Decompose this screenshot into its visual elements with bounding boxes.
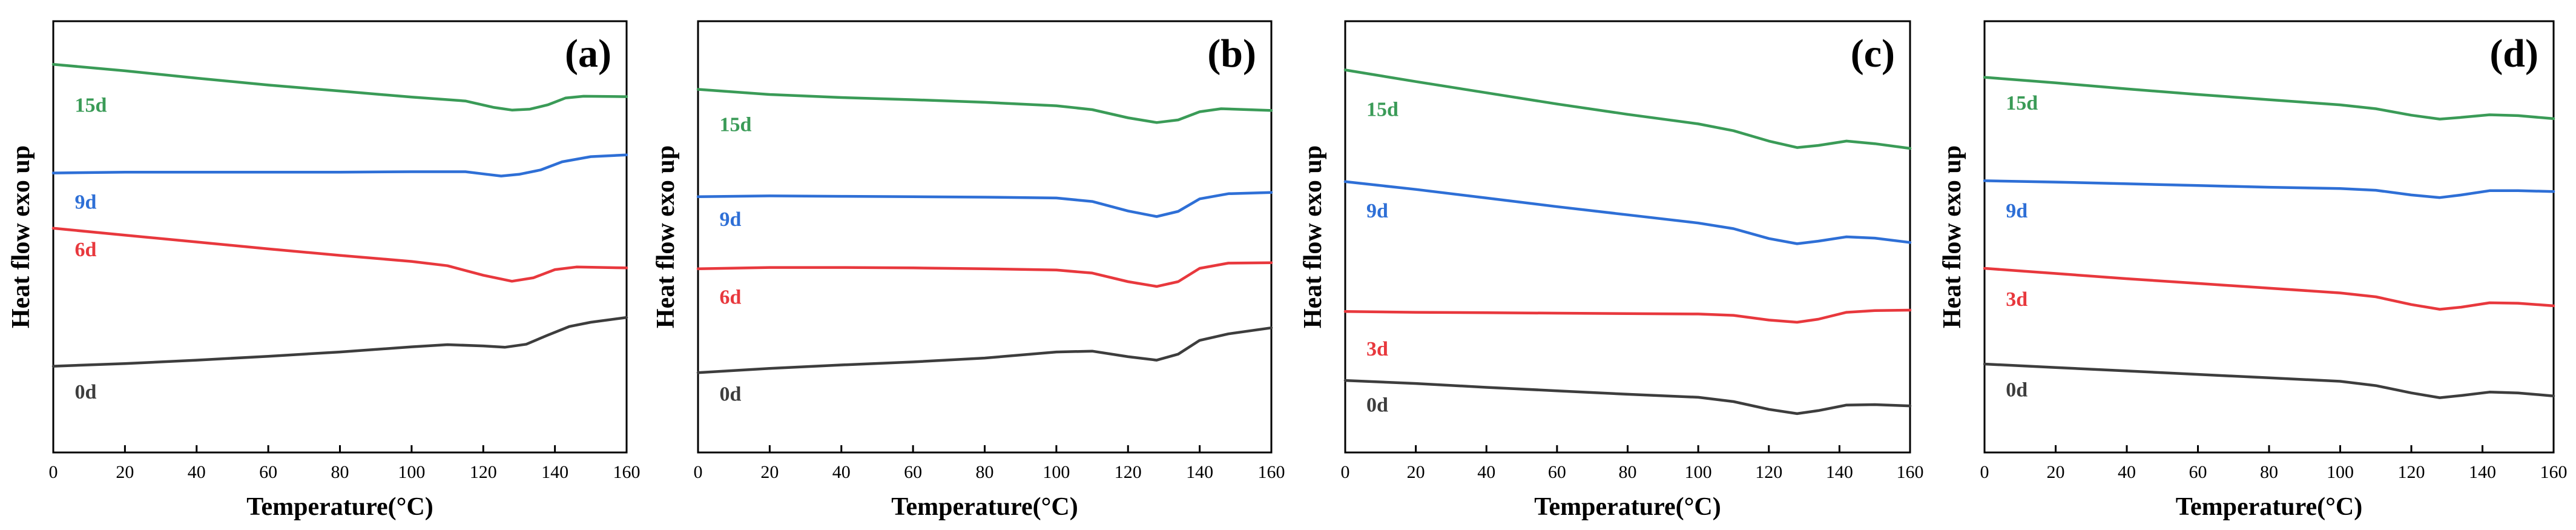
series-label-15d: 15d: [2006, 92, 2038, 114]
series-label-3d: 3d: [1366, 338, 1388, 360]
series-line-15d: [51, 62, 628, 111]
series-label-0d: 0d: [720, 383, 742, 406]
x-tick-label: 20: [760, 462, 779, 482]
x-axis-title: Temperature(°C): [891, 493, 1078, 521]
plot-frame: [697, 20, 1273, 454]
series-label-15d: 15d: [1366, 99, 1398, 121]
series-line-9d: [1983, 179, 2555, 199]
x-tick-label: 20: [116, 462, 134, 482]
x-tick-label: 140: [1826, 462, 1853, 482]
series-label-9d: 9d: [2006, 200, 2028, 222]
series-line-0d: [1983, 362, 2555, 399]
x-tick-label: 160: [2540, 462, 2568, 482]
x-tick-label: 160: [1258, 462, 1285, 482]
x-tick-label: 20: [2047, 462, 2065, 482]
series-line-0d: [51, 316, 628, 368]
x-tick-label: 100: [2327, 462, 2354, 482]
series-label-6d: 6d: [75, 239, 97, 261]
x-tick-label: 0: [1341, 462, 1350, 482]
chart-panel-4: 0 20 40 60 80 100 120 140 160 Temperature(°C) Heat…: [1939, 20, 2568, 521]
x-tick-label: 120: [1755, 462, 1782, 482]
series-line-15d: [1983, 76, 2555, 121]
series-label-9d: 9d: [1366, 200, 1388, 222]
x-tick-label: 40: [188, 462, 206, 482]
x-tick-label: 100: [1043, 462, 1070, 482]
series-label-0d: 0d: [2006, 379, 2028, 401]
x-tick-label: 20: [1407, 462, 1425, 482]
x-tick-label: 60: [1548, 462, 1566, 482]
x-tick-label: 100: [398, 462, 425, 482]
x-tick-label: 160: [1897, 462, 1924, 482]
series-line-3d: [1343, 308, 1912, 324]
x-tick-label: 0: [1980, 462, 1989, 482]
x-tick-label: 100: [1685, 462, 1712, 482]
x-tick-label: 120: [470, 462, 497, 482]
x-tick-label: 140: [2469, 462, 2496, 482]
x-tick-label: 80: [1619, 462, 1637, 482]
series-line-6d: [51, 227, 628, 283]
series-label-15d: 15d: [75, 94, 107, 117]
y-axis-title: Heat flow exo up: [1299, 145, 1327, 328]
panel-label: (c): [1851, 31, 1895, 76]
series-line-9d: [696, 191, 1273, 218]
panel-label: (a): [565, 31, 611, 76]
x-tick-label: 80: [2260, 462, 2278, 482]
chart-panel-1: 0 20 40 60 80 100 120 140 160 Temperature(°C) Heat…: [7, 20, 641, 521]
plot-frame: [1983, 20, 2555, 454]
series-line-15d: [696, 88, 1273, 124]
x-axis-title: Temperature(°C): [1534, 493, 1721, 521]
x-tick-label: 40: [1477, 462, 1495, 482]
chart-panel-2: 0 20 40 60 80 100 120 140 160 Temperature(°C) Heat…: [652, 20, 1285, 521]
series-line-15d: [1343, 68, 1912, 150]
x-tick-label: 0: [694, 462, 703, 482]
plot-frame: [1344, 20, 1911, 454]
series-line-0d: [1343, 379, 1912, 416]
panel-label: (d): [2489, 31, 2538, 76]
series-line-3d: [1983, 267, 2555, 311]
x-axis-title: Temperature(°C): [2176, 493, 2362, 521]
x-tick-label: 140: [541, 462, 568, 482]
y-axis-title: Heat flow exo up: [1939, 145, 1966, 328]
x-tick-label: 160: [613, 462, 641, 482]
x-tick-label: 0: [49, 462, 58, 482]
series-line-9d: [51, 153, 628, 177]
x-tick-label: 140: [1186, 462, 1213, 482]
series-line-6d: [696, 261, 1273, 288]
x-tick-label: 120: [2398, 462, 2425, 482]
y-axis-title: Heat flow exo up: [7, 145, 35, 328]
x-tick-label: 60: [259, 462, 277, 482]
x-tick-label: 40: [2118, 462, 2136, 482]
x-axis-title: Temperature(°C): [246, 493, 433, 521]
x-tick-label: 80: [331, 462, 349, 482]
x-tick-label: 40: [832, 462, 851, 482]
series-label-0d: 0d: [1366, 394, 1388, 416]
series-label-0d: 0d: [75, 381, 97, 403]
x-tick-label: 60: [2189, 462, 2207, 482]
chart-panel-3: 0 20 40 60 80 100 120 140 160 Temperature(°C) Heat…: [1299, 20, 1924, 521]
series-label-9d: 9d: [75, 191, 97, 214]
series-label-6d: 6d: [720, 286, 742, 308]
panel-label: (b): [1207, 31, 1256, 76]
series-line-9d: [1343, 180, 1912, 245]
x-tick-label: 80: [976, 462, 994, 482]
x-tick-label: 120: [1115, 462, 1142, 482]
x-tick-label: 60: [904, 462, 922, 482]
y-axis-title: Heat flow exo up: [652, 145, 680, 328]
series-line-0d: [696, 326, 1273, 374]
series-label-15d: 15d: [720, 114, 752, 136]
series-label-3d: 3d: [2006, 288, 2028, 311]
series-label-9d: 9d: [720, 208, 742, 231]
